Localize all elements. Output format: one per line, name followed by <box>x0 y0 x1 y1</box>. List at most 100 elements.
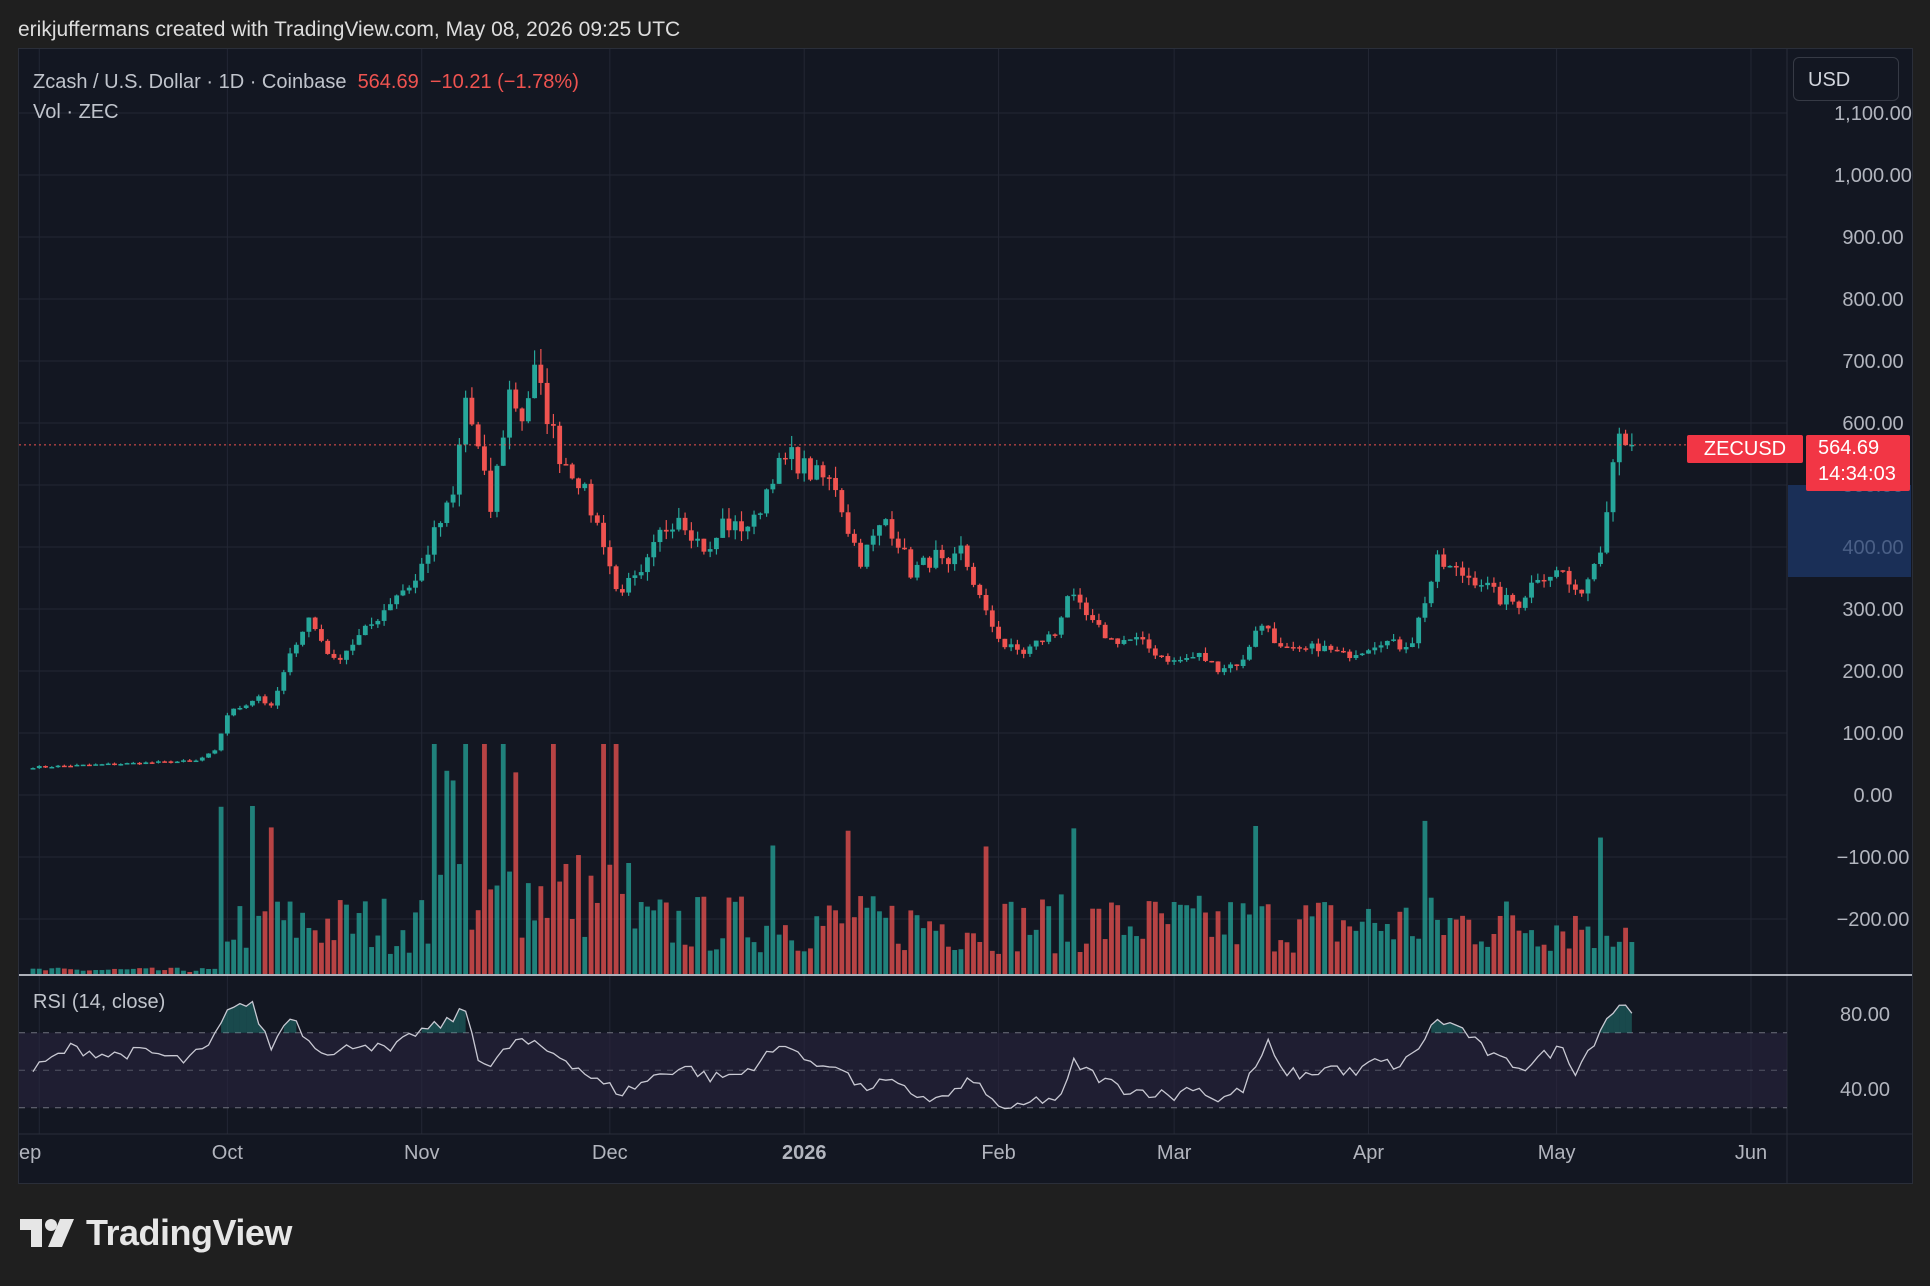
candle-body[interactable] <box>1472 577 1478 586</box>
candle-body[interactable] <box>989 610 995 627</box>
candle-body[interactable] <box>1604 512 1610 553</box>
candle-body[interactable] <box>1121 640 1127 644</box>
candle-body[interactable] <box>877 525 882 536</box>
candle-body[interactable] <box>1453 565 1459 568</box>
candle-body[interactable] <box>1265 625 1271 629</box>
currency-button[interactable]: USD <box>1793 57 1899 101</box>
candle-body[interactable] <box>450 494 456 503</box>
candle-body[interactable] <box>381 610 387 621</box>
candle-body[interactable] <box>224 715 230 734</box>
candle-body[interactable] <box>858 542 864 567</box>
candle-body[interactable] <box>400 590 406 596</box>
candle-body[interactable] <box>237 707 243 710</box>
candle-body[interactable] <box>1535 579 1541 583</box>
candle-body[interactable] <box>1228 664 1233 669</box>
candle-body[interactable] <box>1315 643 1321 652</box>
candle-body[interactable] <box>1115 638 1121 644</box>
candle-body[interactable] <box>356 635 362 645</box>
candle-body[interactable] <box>1109 638 1114 640</box>
candle-body[interactable] <box>594 515 600 523</box>
candle-body[interactable] <box>312 617 318 630</box>
candle-body[interactable] <box>795 447 801 474</box>
candle-body[interactable] <box>250 700 255 706</box>
candle-body[interactable] <box>576 478 581 489</box>
candle-body[interactable] <box>1083 602 1089 616</box>
candle-body[interactable] <box>36 766 42 769</box>
candle-body[interactable] <box>55 765 61 768</box>
candle-body[interactable] <box>1403 646 1409 650</box>
candle-body[interactable] <box>933 549 939 568</box>
candle-body[interactable] <box>488 470 494 512</box>
candle-body[interactable] <box>1146 639 1152 649</box>
candle-body[interactable] <box>1522 597 1528 608</box>
candle-body[interactable] <box>676 517 682 530</box>
candle-body[interactable] <box>1391 639 1396 641</box>
candle-body[interactable] <box>475 424 481 447</box>
candle-body[interactable] <box>1052 634 1058 636</box>
candle-body[interactable] <box>1077 594 1083 603</box>
candle-body[interactable] <box>977 584 983 596</box>
candle-body[interactable] <box>1171 660 1177 662</box>
candle-body[interactable] <box>500 437 506 466</box>
candle-body[interactable] <box>764 489 769 514</box>
candle-body[interactable] <box>983 595 989 611</box>
candle-body[interactable] <box>1134 637 1139 640</box>
candle-body[interactable] <box>682 517 688 531</box>
candle-body[interactable] <box>1435 554 1440 582</box>
candle-body[interactable] <box>1027 646 1033 654</box>
candle-body[interactable] <box>1221 668 1227 673</box>
candle-body[interactable] <box>350 644 356 651</box>
candle-body[interactable] <box>156 761 161 763</box>
candle-body[interactable] <box>1334 649 1340 652</box>
candle-body[interactable] <box>319 629 324 641</box>
candle-body[interactable] <box>375 620 381 625</box>
candle-body[interactable] <box>889 519 895 539</box>
candle-body[interactable] <box>1529 582 1534 598</box>
candle-body[interactable] <box>1410 643 1415 647</box>
candle-body[interactable] <box>1384 640 1390 646</box>
candle-body[interactable] <box>1366 650 1371 654</box>
candle-body[interactable] <box>99 764 105 766</box>
candle-body[interactable] <box>30 768 36 770</box>
candle-body[interactable] <box>1253 630 1259 647</box>
candle-body[interactable] <box>776 457 782 484</box>
candle-body[interactable] <box>688 530 694 541</box>
candle-body[interactable] <box>1397 639 1403 650</box>
candle-body[interactable] <box>783 457 788 460</box>
candle-body[interactable] <box>1159 655 1164 658</box>
candle-body[interactable] <box>820 465 826 478</box>
candle-body[interactable] <box>1566 570 1572 585</box>
candle-body[interactable] <box>1284 646 1290 649</box>
candle-body[interactable] <box>444 502 450 524</box>
candle-body[interactable] <box>864 544 870 567</box>
candle-body[interactable] <box>851 533 857 543</box>
candle-body[interactable] <box>1033 640 1039 647</box>
candle-body[interactable] <box>814 465 820 480</box>
candle-body[interactable] <box>1554 570 1560 577</box>
candle-body[interactable] <box>1547 576 1553 581</box>
candle-body[interactable] <box>1560 570 1566 572</box>
candle-body[interactable] <box>507 389 512 438</box>
candle-body[interactable] <box>1328 645 1334 650</box>
candle-body[interactable] <box>1203 652 1208 661</box>
candle-body[interactable] <box>325 640 331 654</box>
candle-body[interactable] <box>212 750 218 754</box>
candle-body[interactable] <box>337 657 343 660</box>
candle-body[interactable] <box>958 545 964 554</box>
candle-body[interactable] <box>68 765 74 768</box>
candle-body[interactable] <box>914 564 920 578</box>
candle-body[interactable] <box>262 696 268 704</box>
candle-body[interactable] <box>1196 652 1202 657</box>
candle-body[interactable] <box>519 408 525 422</box>
candle-body[interactable] <box>1096 620 1102 625</box>
candle-body[interactable] <box>902 547 907 550</box>
candle-body[interactable] <box>1359 653 1365 656</box>
candle-body[interactable] <box>732 521 738 531</box>
candle-body[interactable] <box>149 762 155 764</box>
candle-body[interactable] <box>463 397 469 445</box>
candle-body[interactable] <box>632 575 638 578</box>
candle-body[interactable] <box>613 566 619 590</box>
candle-body[interactable] <box>49 766 55 769</box>
candle-body[interactable] <box>137 762 142 765</box>
candle-body[interactable] <box>670 529 675 532</box>
